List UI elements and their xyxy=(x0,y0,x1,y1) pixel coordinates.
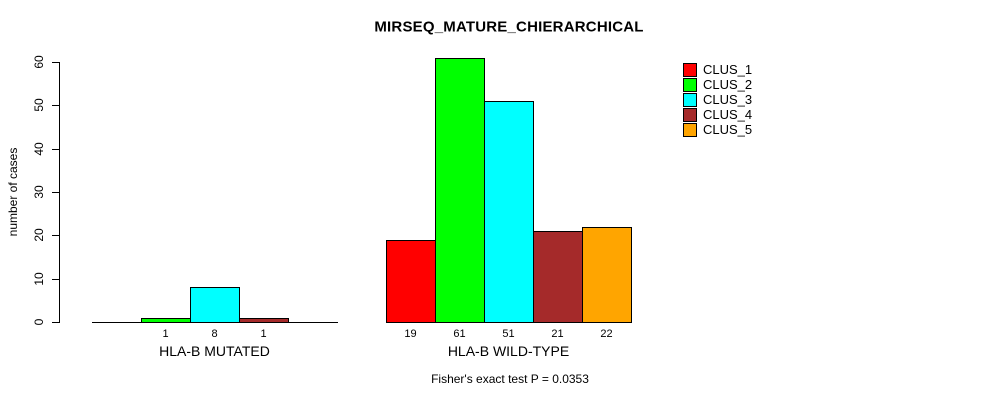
legend-item-clus_3: CLUS_3 xyxy=(683,92,752,107)
legend-swatch-clus_2 xyxy=(683,77,697,92)
legend-swatch-clus_3 xyxy=(683,92,697,107)
legend-item-clus_1: CLUS_1 xyxy=(683,62,752,77)
legend-label: CLUS_4 xyxy=(703,107,753,122)
y-tick-mark xyxy=(52,192,59,193)
y-axis-title: number of cases xyxy=(6,147,20,237)
bar-clus_3 xyxy=(190,287,240,323)
legend-item-clus_2: CLUS_2 xyxy=(683,77,752,92)
group-label-hla-b-mutated: HLA-B MUTATED xyxy=(159,343,270,359)
bar-clus_1 xyxy=(386,240,436,323)
y-tick-label: 40 xyxy=(32,141,46,156)
legend-swatch-clus_5 xyxy=(683,122,697,137)
y-tick-label: 10 xyxy=(32,271,46,286)
legend-label: CLUS_5 xyxy=(703,122,753,137)
legend-swatch-clus_1 xyxy=(683,62,697,77)
legend-label: CLUS_3 xyxy=(703,92,753,107)
bar-clus_5 xyxy=(582,227,632,323)
y-tick-label: 50 xyxy=(32,98,46,113)
bar-value-label: 22 xyxy=(600,328,613,340)
y-tick-label: 60 xyxy=(32,55,46,69)
y-tick-mark xyxy=(52,278,59,280)
y-tick-mark xyxy=(52,235,59,237)
annotation-text: Fisher's exact test P = 0.0353 xyxy=(431,372,589,386)
legend-swatch-clus_4 xyxy=(683,107,697,122)
group-label-hla-b-wild-type: HLA-B WILD-TYPE xyxy=(447,343,570,359)
legend-item-clus_4: CLUS_4 xyxy=(683,107,752,122)
y-tick-label: 30 xyxy=(32,185,46,199)
bar-clus_4 xyxy=(239,318,289,323)
y-tick-mark xyxy=(52,148,59,150)
y-tick-label: 0 xyxy=(32,318,46,326)
bar-value-label: 1 xyxy=(260,328,267,340)
y-tick-label: 20 xyxy=(32,228,46,243)
y-axis-line xyxy=(59,62,60,323)
y-tick-mark xyxy=(52,62,59,63)
bar-clus_2 xyxy=(435,58,485,323)
legend: CLUS_1 CLUS_2 CLUS_3 CLUS_4 CLUS_5 xyxy=(683,62,752,137)
bar-value-label: 61 xyxy=(453,328,466,340)
legend-label: CLUS_2 xyxy=(703,77,753,92)
y-tick-mark xyxy=(52,105,59,107)
legend-label: CLUS_1 xyxy=(703,62,753,77)
bar-value-label: 19 xyxy=(404,328,417,340)
bar-value-label: 21 xyxy=(551,328,564,340)
bar-value-label: 51 xyxy=(502,328,515,340)
y-tick-mark xyxy=(52,322,59,323)
bar-clus_2 xyxy=(141,318,191,323)
chart-title: MIRSEQ_MATURE_CHIERARCHICAL xyxy=(374,18,644,36)
bar-value-label: 1 xyxy=(162,328,169,340)
bar-value-label: 8 xyxy=(211,328,218,340)
legend-item-clus_5: CLUS_5 xyxy=(683,122,752,137)
bar-clus_4 xyxy=(533,231,583,323)
bar-clus_3 xyxy=(484,101,534,323)
